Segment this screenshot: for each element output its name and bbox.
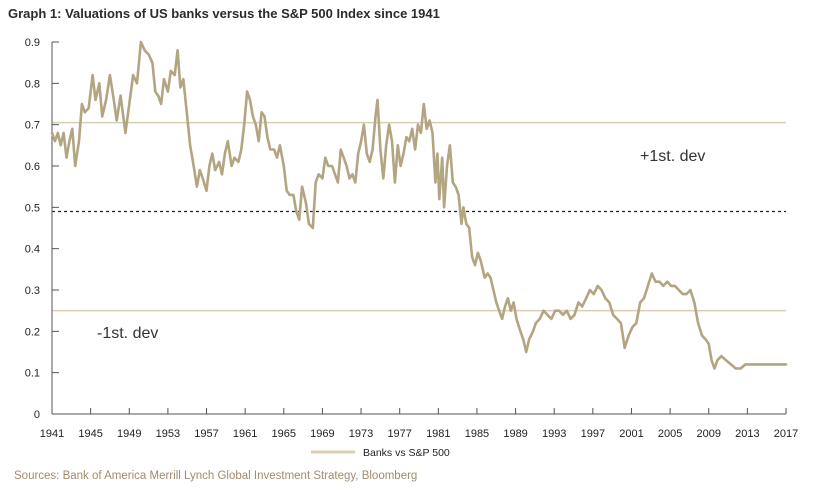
x-tick-label: 1953	[156, 428, 180, 440]
x-tick-label: 1949	[117, 428, 141, 440]
x-tick-label: 1981	[426, 428, 450, 440]
y-tick-label: 0.6	[25, 161, 40, 173]
y-tick-label: 0.9	[25, 37, 40, 49]
x-tick-label: 2009	[696, 428, 720, 440]
x-tick-label: 1985	[465, 428, 489, 440]
series-layer	[50, 40, 788, 370]
x-tick-label: 1993	[542, 428, 566, 440]
x-tick-label: 1969	[310, 428, 334, 440]
legend: Banks vs S&P 500	[311, 447, 450, 459]
series-line	[50, 40, 788, 370]
y-tick-label: 0.7	[25, 120, 40, 132]
x-tick-label: 1957	[194, 428, 218, 440]
plus-one-std-annotation: +1st. dev	[640, 148, 705, 165]
chart-title: Graph 1: Valuations of US banks versus t…	[8, 6, 440, 21]
x-tick-label: 2005	[658, 428, 682, 440]
minus-one-std-annotation: -1st. dev	[97, 325, 158, 342]
x-tick-label: 2013	[735, 428, 759, 440]
y-tick-label: 0.1	[25, 368, 40, 380]
x-tick-label: 1945	[78, 428, 102, 440]
x-tick-label: 1989	[503, 428, 527, 440]
y-tick-label: 0.4	[25, 244, 40, 256]
axes: 0 0.1 0.2 0.3 0.4 0.5 0.6 0.7 0.8 0.9 1941 1945 1949…	[25, 37, 799, 440]
y-tick-label: 0.2	[25, 326, 40, 338]
x-tick-label: 1997	[581, 428, 605, 440]
x-tick-label: 1965	[272, 428, 296, 440]
x-tick-label: 1973	[349, 428, 373, 440]
x-tick-label: 2001	[619, 428, 643, 440]
y-tick-label: 0.5	[25, 202, 40, 214]
x-tick-label: 1941	[40, 428, 64, 440]
y-tick-label: 0	[34, 409, 40, 421]
legend-label: Banks vs S&P 500	[363, 447, 450, 459]
x-tick-label: 2017	[774, 428, 798, 440]
source-note: Sources: Bank of America Merrill Lynch G…	[14, 470, 418, 482]
reference-lines	[52, 121, 786, 312]
x-tick-label: 1977	[387, 428, 411, 440]
x-tick-label: 1961	[233, 428, 257, 440]
y-tick-label: 0.8	[25, 78, 40, 90]
y-tick-label: 0.3	[25, 285, 40, 297]
